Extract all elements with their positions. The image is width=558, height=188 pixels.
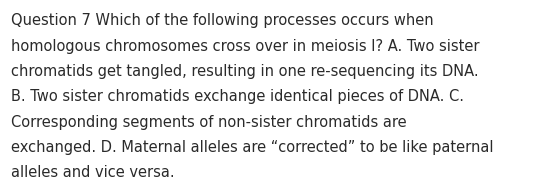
Text: Corresponding segments of non-sister chromatids are: Corresponding segments of non-sister chr… — [11, 115, 407, 130]
Text: homologous chromosomes cross over in meiosis I? A. Two sister: homologous chromosomes cross over in mei… — [11, 39, 480, 54]
Text: Question 7 Which of the following processes occurs when: Question 7 Which of the following proces… — [11, 13, 434, 28]
Text: B. Two sister chromatids exchange identical pieces of DNA. C.: B. Two sister chromatids exchange identi… — [11, 89, 464, 104]
Text: chromatids get tangled, resulting in one re-sequencing its DNA.: chromatids get tangled, resulting in one… — [11, 64, 479, 79]
Text: exchanged. D. Maternal alleles are “corrected” to be like paternal: exchanged. D. Maternal alleles are “corr… — [11, 140, 494, 155]
Text: alleles and vice versa.: alleles and vice versa. — [11, 165, 175, 180]
